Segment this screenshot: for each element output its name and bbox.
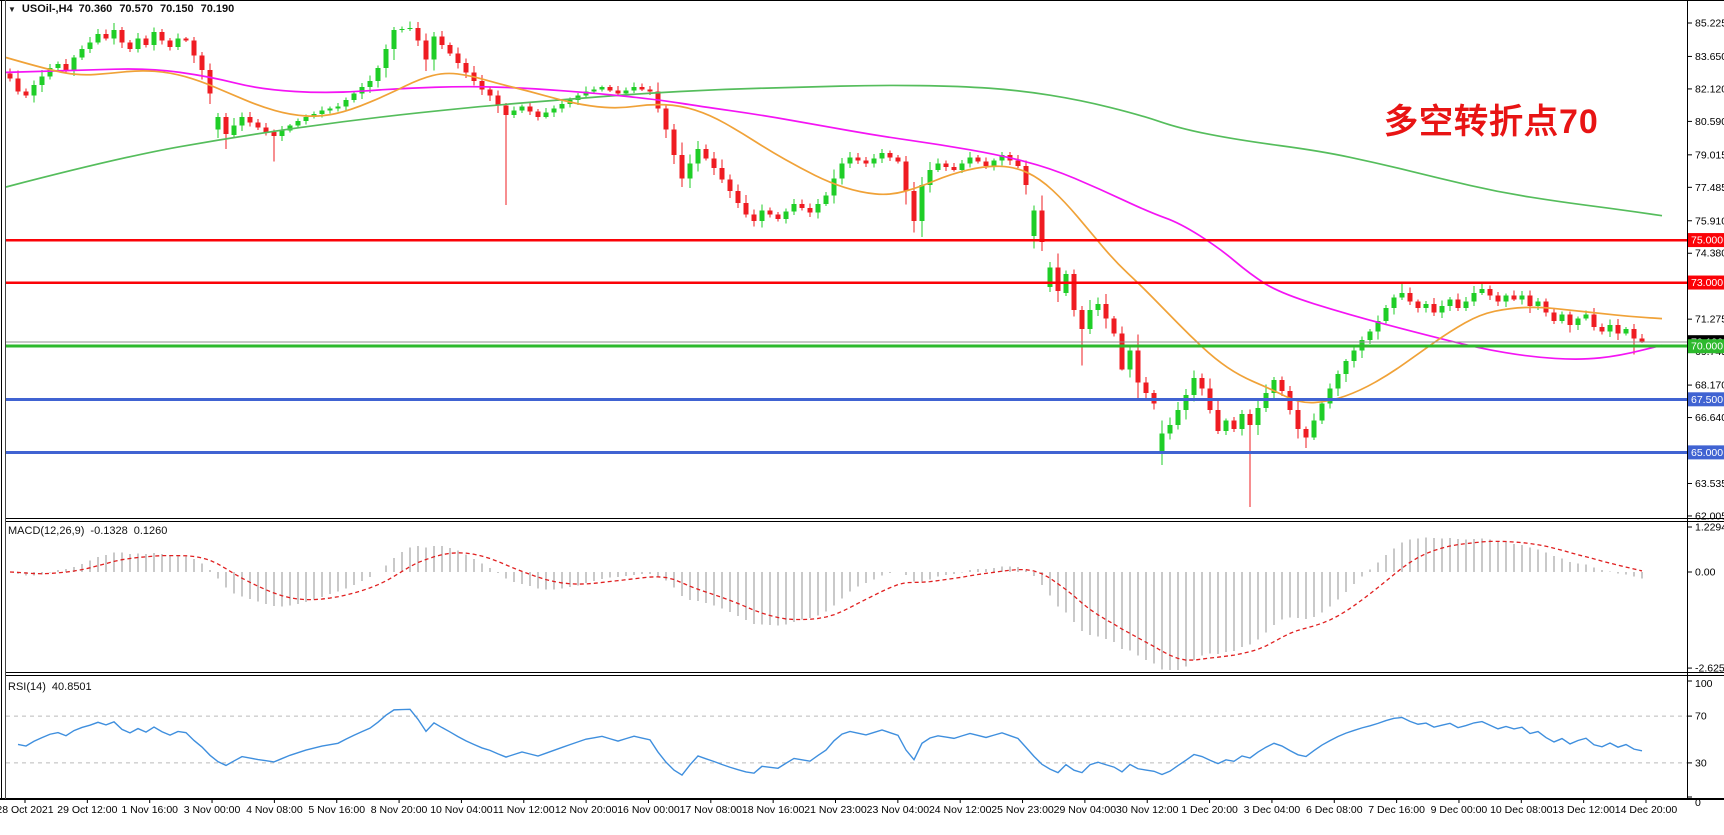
ohlc-high: 70.570 bbox=[119, 3, 153, 15]
svg-text:30: 30 bbox=[1695, 757, 1707, 769]
price-badge bbox=[1688, 339, 1724, 354]
symbol-dropdown-icon[interactable]: ▼ bbox=[8, 4, 16, 14]
macd-indicator-label: MACD(12,26,9) -0.1328 0.1260 bbox=[8, 525, 173, 537]
price-badge bbox=[1688, 233, 1724, 248]
svg-text:17 Nov 08:00: 17 Nov 08:00 bbox=[680, 804, 743, 816]
macd-signal-value: 0.1260 bbox=[133, 525, 168, 537]
ma-mid-magenta bbox=[5, 68, 1663, 360]
svg-text:100: 100 bbox=[1695, 678, 1713, 690]
svg-text:11 Nov 12:00: 11 Nov 12:00 bbox=[493, 804, 555, 816]
svg-text:3 Nov 00:00: 3 Nov 00:00 bbox=[184, 804, 241, 816]
svg-text:71.275: 71.275 bbox=[1695, 314, 1724, 326]
time-axis[interactable]: 28 Oct 2021 29 Oct 12:00 1 Nov 16:00 3 Nov … bbox=[0, 799, 1677, 816]
svg-text:8 Nov 20:00: 8 Nov 20:00 bbox=[371, 804, 428, 816]
svg-text:23 Nov 04:00: 23 Nov 04:00 bbox=[867, 804, 930, 816]
svg-text:80.590: 80.590 bbox=[1695, 116, 1724, 128]
svg-text:28 Oct 2021: 28 Oct 2021 bbox=[0, 804, 54, 816]
svg-text:75.910: 75.910 bbox=[1695, 215, 1724, 227]
macd-main-value: -0.1328 bbox=[90, 525, 128, 537]
rsi-value: 40.8501 bbox=[51, 681, 92, 693]
svg-text:82.120: 82.120 bbox=[1695, 83, 1724, 95]
svg-text:63.535: 63.535 bbox=[1695, 478, 1724, 490]
svg-text:83.650: 83.650 bbox=[1695, 51, 1724, 63]
svg-text:29 Nov 04:00: 29 Nov 04:00 bbox=[1054, 804, 1117, 816]
price-badge bbox=[1688, 275, 1724, 290]
svg-text:-2.6252: -2.6252 bbox=[1695, 663, 1724, 675]
price-badge bbox=[1688, 445, 1724, 460]
svg-text:13 Dec 12:00: 13 Dec 12:00 bbox=[1552, 804, 1615, 816]
svg-text:62.005: 62.005 bbox=[1695, 510, 1724, 522]
horizontal-level-lines bbox=[6, 238, 1687, 454]
price-badge bbox=[1688, 392, 1724, 407]
ma-slow-green bbox=[5, 84, 1663, 217]
ohlc-close: 70.190 bbox=[200, 3, 235, 15]
svg-text:1 Nov 16:00: 1 Nov 16:00 bbox=[121, 804, 178, 816]
svg-text:12 Nov 20:00: 12 Nov 20:00 bbox=[555, 804, 618, 816]
svg-text:29 Oct 12:00: 29 Oct 12:00 bbox=[57, 804, 117, 816]
price-axis[interactable]: 85.225 83.650 82.120 80.590 79.015 77.485 75.9… bbox=[1687, 18, 1724, 810]
svg-text:65.000: 65.000 bbox=[1691, 447, 1723, 459]
macd-signal-line bbox=[9, 540, 1643, 661]
rsi-title: RSI(14) bbox=[8, 681, 46, 693]
rsi-line bbox=[17, 708, 1643, 777]
svg-text:67.500: 67.500 bbox=[1691, 394, 1723, 406]
svg-text:5 Nov 16:00: 5 Nov 16:00 bbox=[308, 804, 365, 816]
svg-text:3 Dec 04:00: 3 Dec 04:00 bbox=[1244, 804, 1301, 816]
chart-text-annotation: 多空转折点70 bbox=[1384, 103, 1599, 141]
svg-text:25 Nov 23:00: 25 Nov 23:00 bbox=[991, 804, 1054, 816]
svg-text:70.000: 70.000 bbox=[1691, 341, 1723, 353]
svg-text:6 Dec 08:00: 6 Dec 08:00 bbox=[1306, 804, 1363, 816]
macd-panel bbox=[9, 537, 1643, 670]
svg-text:7 Dec 16:00: 7 Dec 16:00 bbox=[1368, 804, 1425, 816]
svg-text:74.380: 74.380 bbox=[1695, 248, 1724, 260]
symbol-info-bar: ▼ USOil-,H4 70.360 70.570 70.150 70.190 bbox=[8, 3, 234, 15]
svg-text:79.015: 79.015 bbox=[1695, 149, 1724, 161]
candlestick-series bbox=[7, 21, 1645, 507]
svg-text:30 Nov 12:00: 30 Nov 12:00 bbox=[1116, 804, 1179, 816]
svg-text:18 Nov 16:00: 18 Nov 16:00 bbox=[742, 804, 805, 816]
rsi-panel bbox=[6, 708, 1687, 777]
svg-text:1.2294: 1.2294 bbox=[1695, 522, 1724, 534]
svg-text:66.640: 66.640 bbox=[1695, 412, 1724, 424]
macd-title: MACD(12,26,9) bbox=[8, 525, 85, 537]
svg-text:70: 70 bbox=[1695, 711, 1707, 723]
svg-text:1 Dec 20:00: 1 Dec 20:00 bbox=[1181, 804, 1238, 816]
rsi-indicator-label: RSI(14) 40.8501 bbox=[8, 681, 98, 693]
svg-text:9 Dec 00:00: 9 Dec 00:00 bbox=[1431, 804, 1488, 816]
ohlc-low: 70.150 bbox=[159, 3, 194, 15]
svg-text:16 Nov 00:00: 16 Nov 00:00 bbox=[617, 804, 680, 816]
svg-text:77.485: 77.485 bbox=[1695, 182, 1724, 194]
svg-text:75.000: 75.000 bbox=[1691, 235, 1723, 247]
svg-text:85.225: 85.225 bbox=[1695, 18, 1724, 30]
symbol-period-label: USOil-,H4 bbox=[21, 3, 73, 15]
panel-frame bbox=[0, 0, 1724, 800]
ma-fast-orange bbox=[5, 56, 1663, 404]
svg-text:10 Dec 08:00: 10 Dec 08:00 bbox=[1490, 804, 1553, 816]
svg-text:4 Nov 08:00: 4 Nov 08:00 bbox=[246, 804, 303, 816]
svg-text:73.000: 73.000 bbox=[1691, 277, 1723, 289]
svg-text:0.00: 0.00 bbox=[1695, 567, 1716, 579]
svg-text:14 Dec 20:00: 14 Dec 20:00 bbox=[1615, 804, 1678, 816]
svg-text:0: 0 bbox=[1695, 797, 1701, 809]
svg-text:68.170: 68.170 bbox=[1695, 380, 1724, 392]
svg-text:10 Nov 04:00: 10 Nov 04:00 bbox=[430, 804, 493, 816]
svg-text:21 Nov 23:00: 21 Nov 23:00 bbox=[804, 804, 867, 816]
svg-text:24 Nov 12:00: 24 Nov 12:00 bbox=[929, 804, 992, 816]
ohlc-open: 70.360 bbox=[78, 3, 113, 15]
moving-average-lines bbox=[5, 56, 1663, 404]
